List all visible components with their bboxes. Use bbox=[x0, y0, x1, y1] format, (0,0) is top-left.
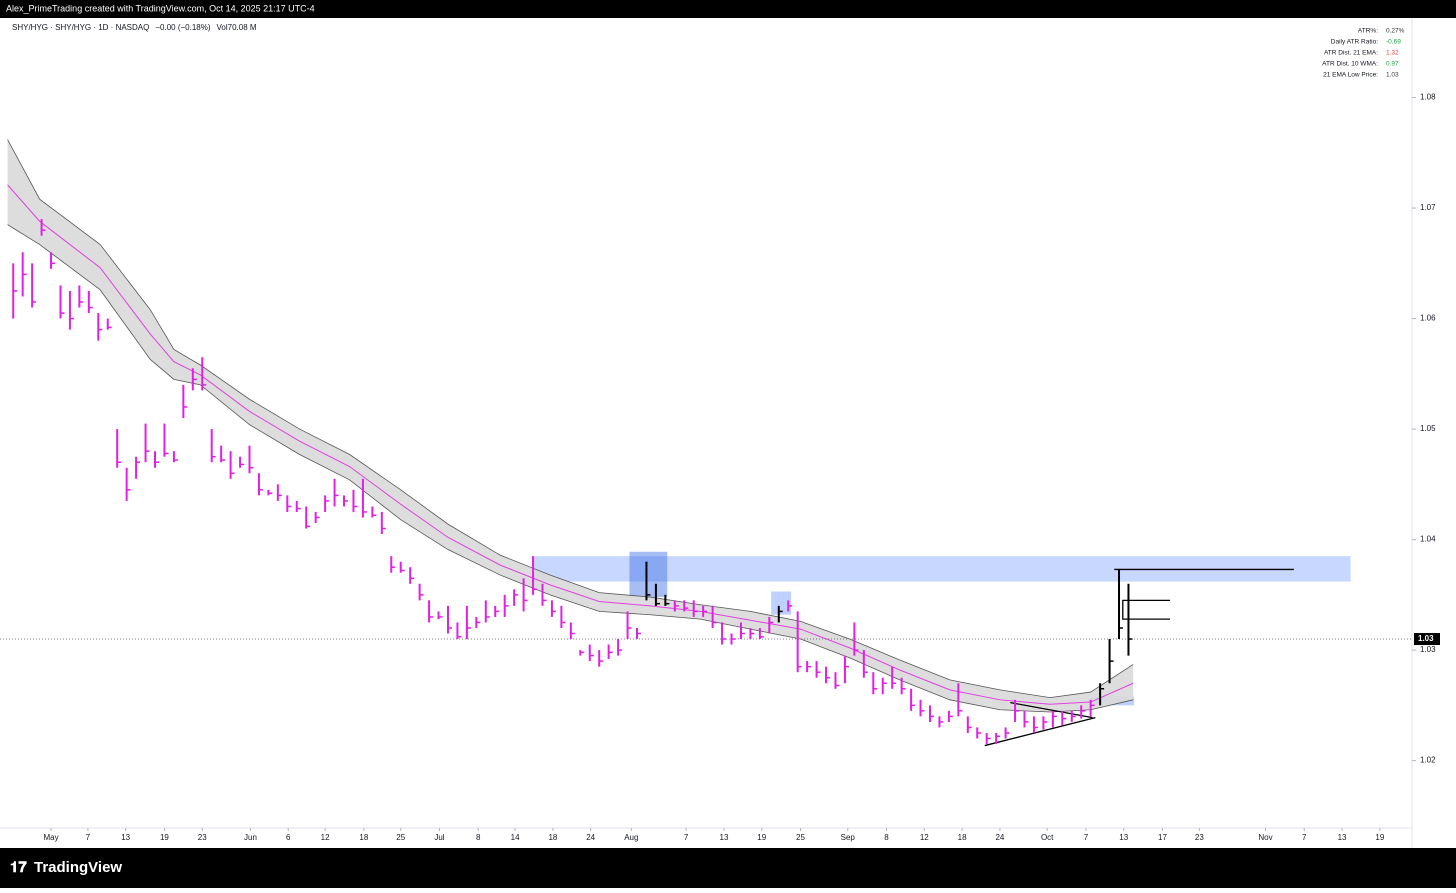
x-tick-label: 19 bbox=[1375, 833, 1384, 842]
symbol: SHY/HYG · SHY/HYG · 1D · NASDAQ bbox=[12, 23, 149, 32]
volume: 70.08 M bbox=[228, 23, 257, 32]
last-price-label: 1.03 bbox=[1418, 634, 1434, 643]
x-tick-label: 7 bbox=[684, 833, 689, 842]
y-tick-label: 1.05 bbox=[1420, 424, 1436, 433]
y-tick-label: 1.07 bbox=[1420, 203, 1436, 212]
ema-line bbox=[7, 184, 1134, 705]
y-tick-label: 1.06 bbox=[1420, 314, 1436, 323]
x-tick-label: 13 bbox=[1119, 833, 1128, 842]
indicator-value: 0.27% bbox=[1386, 28, 1405, 35]
x-tick-label: 6 bbox=[286, 833, 291, 842]
drawing-line bbox=[1122, 599, 1171, 620]
indicator-value: -0.69 bbox=[1386, 39, 1401, 46]
y-tick-label: 1.02 bbox=[1420, 756, 1436, 765]
x-tick-label: 25 bbox=[396, 833, 405, 842]
x-tick-label: 7 bbox=[86, 833, 91, 842]
credit: Alex_PrimeTrading created with TradingVi… bbox=[6, 3, 315, 13]
x-tick-label: 24 bbox=[995, 833, 1004, 842]
x-tick-label: May bbox=[43, 833, 58, 842]
x-tick-label: Sep bbox=[841, 833, 856, 842]
x-tick-label: Oct bbox=[1041, 833, 1054, 842]
indicator-value: 1.03 bbox=[1386, 72, 1399, 79]
last-price-box bbox=[1414, 633, 1440, 646]
volume-label: Vol bbox=[217, 23, 228, 32]
x-tick-label: 23 bbox=[1195, 833, 1204, 842]
x-tick-label: Nov bbox=[1258, 833, 1272, 842]
indicator-label: ATR Dist. 10 WMA: bbox=[1322, 61, 1378, 68]
x-tick-label: 8 bbox=[476, 833, 481, 842]
drawing-line bbox=[1010, 701, 1093, 719]
x-tick-label: 19 bbox=[757, 833, 766, 842]
change: −0.00 (−0.18%) bbox=[155, 23, 210, 32]
indicator-value: 0.97 bbox=[1386, 61, 1399, 68]
x-tick-label: Jun bbox=[244, 833, 257, 842]
band-edge bbox=[7, 224, 1134, 713]
x-tick-label: 12 bbox=[920, 833, 929, 842]
indicator-label: Daily ATR Ratio: bbox=[1331, 39, 1378, 46]
indicator-label: ATR%: bbox=[1358, 28, 1378, 35]
x-tick-label: 14 bbox=[511, 833, 520, 842]
x-tick-label: 25 bbox=[796, 833, 805, 842]
x-tick-label: Jul bbox=[434, 833, 444, 842]
logo-mark: 𝟏𝟕 bbox=[10, 859, 27, 876]
x-tick-label: 19 bbox=[160, 833, 169, 842]
indicator-value: 1.32 bbox=[1386, 50, 1399, 57]
x-tick-label: 18 bbox=[958, 833, 967, 842]
indicator-label: 21 EMA Low Price: bbox=[1323, 72, 1378, 79]
x-tick-label: 7 bbox=[1302, 833, 1307, 842]
x-tick-label: 18 bbox=[548, 833, 557, 842]
x-tick-label: 24 bbox=[586, 833, 595, 842]
x-tick-label: 7 bbox=[1084, 833, 1089, 842]
x-tick-label: 23 bbox=[198, 833, 207, 842]
x-tick-label: 13 bbox=[720, 833, 729, 842]
y-tick-label: 1.08 bbox=[1420, 93, 1436, 102]
x-tick-label: 17 bbox=[1158, 833, 1167, 842]
x-tick-label: 12 bbox=[321, 833, 330, 842]
band-fill bbox=[7, 139, 1134, 712]
zone bbox=[771, 591, 792, 615]
top-bar bbox=[0, 0, 1456, 18]
y-tick-label: 1.03 bbox=[1420, 645, 1436, 654]
x-tick-label: 8 bbox=[884, 833, 889, 842]
band-edge bbox=[7, 139, 1134, 699]
zone bbox=[629, 551, 668, 598]
x-tick-label: 13 bbox=[121, 833, 130, 842]
logo: TradingView bbox=[34, 859, 122, 876]
plot: 1.02 1.03 1.04 1.05 1.06 1.07 1.08 May 7 13 19 23 Ju… bbox=[0, 93, 1436, 842]
x-tick-label: Aug bbox=[624, 833, 638, 842]
bottom-bar bbox=[0, 848, 1456, 888]
y-tick-label: 1.04 bbox=[1420, 535, 1436, 544]
x-tick-label: 18 bbox=[359, 833, 368, 842]
drawing-line bbox=[984, 716, 1096, 747]
x-tick-label: 13 bbox=[1338, 833, 1347, 842]
indicator-label: ATR Dist. 21 EMA: bbox=[1324, 50, 1378, 57]
legend-line: SHY/HYG · SHY/HYG · 1D · NASDAQ −0.00 (−0… bbox=[12, 23, 257, 32]
